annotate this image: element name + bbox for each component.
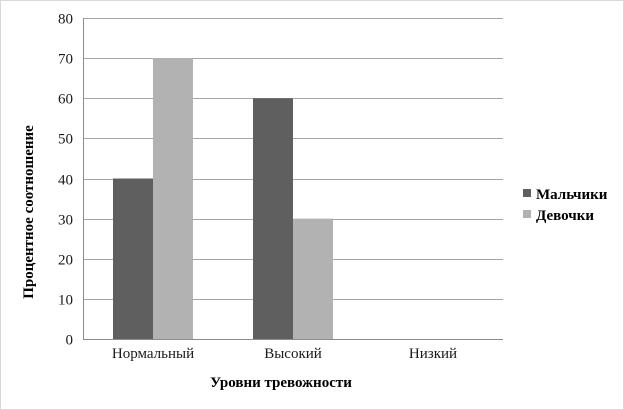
y-tick-label: 60 — [58, 92, 73, 108]
bar — [113, 178, 153, 339]
y-tick-label: 20 — [58, 253, 73, 269]
legend-swatch-boys — [523, 189, 531, 197]
bar — [293, 218, 333, 339]
bar — [153, 58, 193, 339]
axes — [83, 18, 503, 340]
y-tick-label: 40 — [58, 173, 73, 189]
x-tick-label: Низкий — [409, 346, 457, 362]
legend-label-girls: Девочки — [536, 208, 594, 224]
bar — [253, 98, 293, 339]
x-tick-label: Высокий — [264, 346, 322, 362]
y-tick-label: 50 — [58, 132, 73, 148]
legend: Мальчики Девочки — [523, 187, 608, 224]
tick-labels: 0 10 20 30 40 50 60 70 80 Нормальный Высокий Низкий — [58, 12, 457, 363]
y-tick-label: 70 — [58, 52, 73, 68]
x-axis-title: Уровни тревожности — [210, 375, 352, 391]
legend-label-boys: Мальчики — [536, 187, 608, 203]
legend-swatch-girls — [523, 210, 531, 218]
bars — [113, 58, 333, 339]
y-tick-label: 0 — [66, 333, 74, 349]
y-axis-title: Процентное соотношение — [21, 125, 37, 299]
y-tick-label: 30 — [58, 213, 73, 229]
y-tick-label: 80 — [58, 12, 73, 28]
y-tick-label: 10 — [58, 293, 73, 309]
x-tick-label: Нормальный — [112, 346, 194, 362]
